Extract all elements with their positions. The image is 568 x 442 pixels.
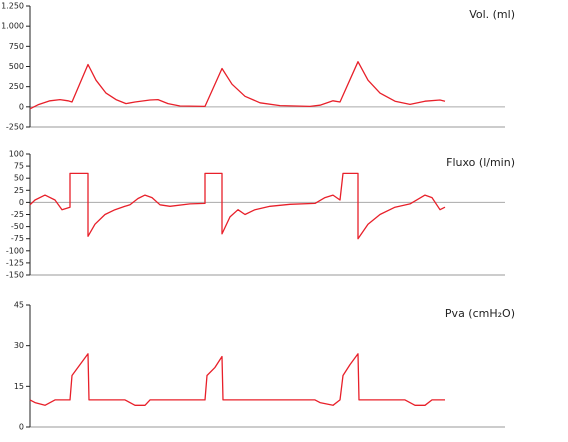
y-tick-label: 1.000 [1, 22, 24, 31]
y-tick-label: -125 [6, 258, 24, 267]
y-tick-label: 50 [14, 174, 24, 183]
y-tick-label: 750 [9, 42, 24, 51]
chart-title: Fluxo (l/min) [446, 156, 515, 169]
y-tick-label: 30 [14, 341, 24, 350]
chart-title: Vol. (ml) [469, 8, 515, 21]
y-tick-label: 250 [9, 82, 24, 91]
y-tick-label: 100 [9, 150, 24, 159]
y-tick-label: 75 [14, 162, 24, 171]
y-tick-label: -75 [11, 234, 24, 243]
y-tick-label: -25 [11, 210, 24, 219]
y-tick-label: 25 [14, 186, 24, 195]
y-tick-label: 0 [19, 423, 24, 432]
y-tick-label: -100 [6, 246, 24, 255]
y-tick-label: 15 [14, 382, 24, 391]
trace [29, 172, 446, 240]
y-tick-label: -150 [6, 271, 24, 280]
y-tick-label: -50 [11, 222, 24, 231]
trace [29, 61, 446, 110]
trace [29, 353, 445, 406]
y-tick-label: 1.250 [1, 2, 24, 11]
y-tick-label: -250 [6, 123, 24, 132]
chart-title: Pva (cmH₂O) [445, 307, 515, 320]
y-tick-label: 0 [19, 198, 24, 207]
y-tick-label: 500 [9, 62, 24, 71]
y-tick-label: 45 [14, 301, 24, 310]
y-tick-label: 0 [19, 102, 24, 111]
